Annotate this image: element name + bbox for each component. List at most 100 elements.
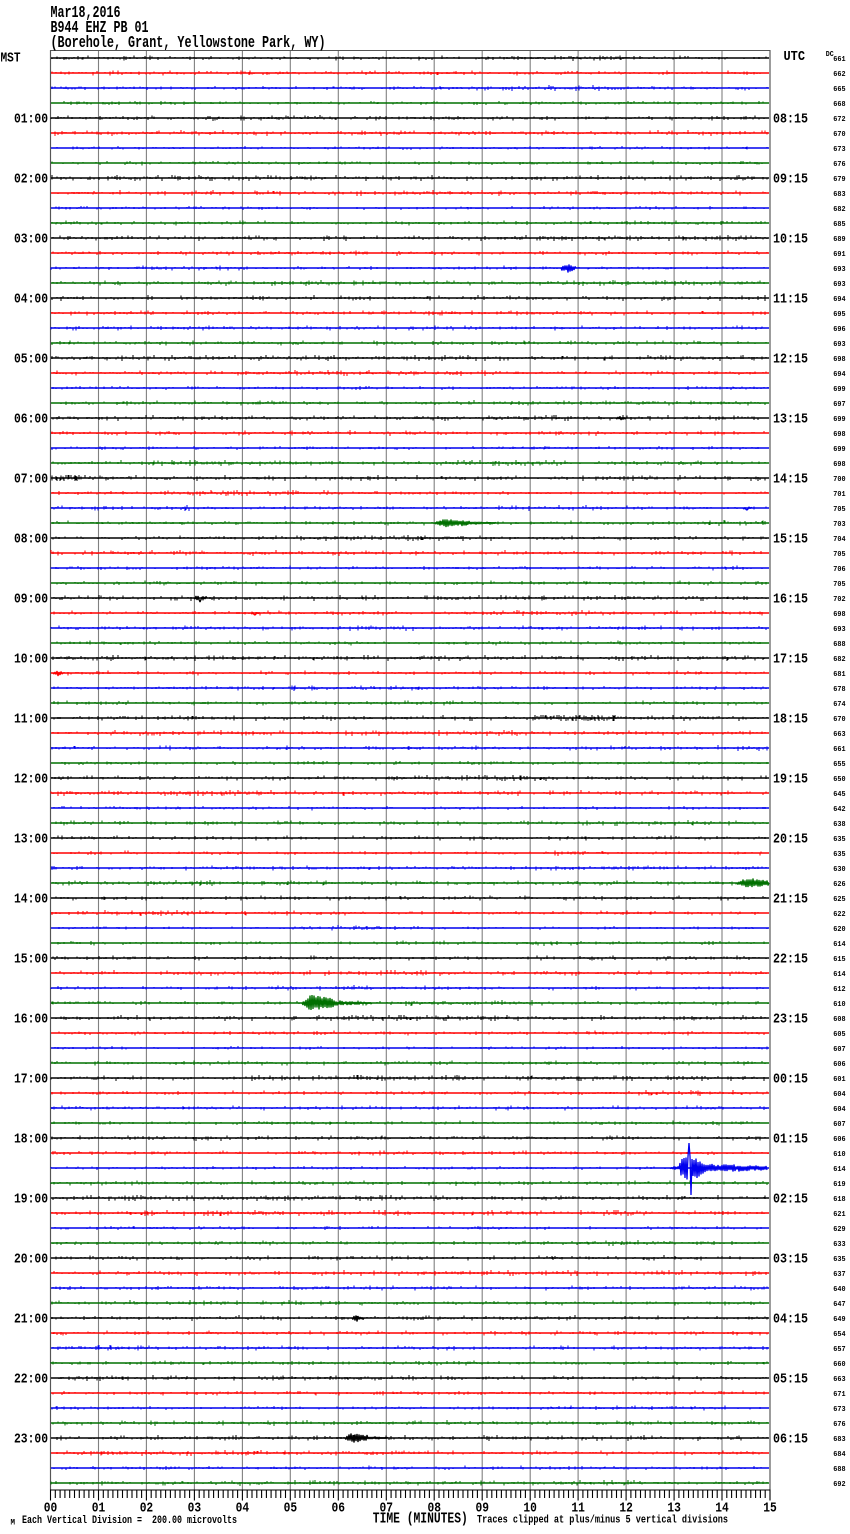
svg-text:606: 606 xyxy=(833,1061,845,1069)
svg-text:614: 614 xyxy=(833,971,846,979)
svg-text:610: 610 xyxy=(833,1001,845,1009)
svg-text:608: 608 xyxy=(833,1016,845,1024)
svg-text:661: 661 xyxy=(833,746,846,754)
svg-text:06:00: 06:00 xyxy=(14,412,48,427)
svg-text:662: 662 xyxy=(833,71,845,79)
svg-text:698: 698 xyxy=(833,356,845,364)
svg-text:705: 705 xyxy=(833,506,845,514)
svg-text:DC: DC xyxy=(826,51,835,59)
svg-text:07:00: 07:00 xyxy=(14,472,48,487)
svg-text:638: 638 xyxy=(833,821,845,829)
svg-text:18:15: 18:15 xyxy=(773,712,808,727)
svg-text:02:15: 02:15 xyxy=(773,1192,808,1207)
svg-text:16:15: 16:15 xyxy=(773,592,808,607)
svg-text:B944 EHZ PB 01: B944 EHZ PB 01 xyxy=(51,19,149,38)
svg-text:661: 661 xyxy=(833,56,846,64)
svg-text:698: 698 xyxy=(833,431,845,439)
svg-text:649: 649 xyxy=(833,1316,845,1324)
svg-text:05:15: 05:15 xyxy=(773,1372,808,1387)
svg-text:697: 697 xyxy=(833,401,845,409)
svg-text:635: 635 xyxy=(833,836,845,844)
svg-text:688: 688 xyxy=(833,641,845,649)
svg-text:605: 605 xyxy=(833,1031,845,1039)
svg-text:684: 684 xyxy=(833,1451,846,1459)
svg-text:15: 15 xyxy=(763,1500,777,1515)
svg-text:20:15: 20:15 xyxy=(773,832,808,847)
svg-text:00: 00 xyxy=(44,1500,58,1515)
svg-text:665: 665 xyxy=(833,86,845,94)
svg-text:10:15: 10:15 xyxy=(773,232,808,247)
svg-text:681: 681 xyxy=(833,671,846,679)
svg-text:705: 705 xyxy=(833,551,845,559)
svg-text:657: 657 xyxy=(833,1346,845,1354)
svg-text:07: 07 xyxy=(380,1500,394,1515)
svg-text:694: 694 xyxy=(833,371,846,379)
svg-text:MST: MST xyxy=(1,51,21,66)
svg-text:04:15: 04:15 xyxy=(773,1312,808,1327)
svg-text:647: 647 xyxy=(833,1301,845,1309)
svg-text:04: 04 xyxy=(236,1500,250,1515)
svg-text:601: 601 xyxy=(833,1076,846,1084)
svg-text:19:00: 19:00 xyxy=(14,1192,48,1207)
svg-text:689: 689 xyxy=(833,236,845,244)
svg-text:604: 604 xyxy=(833,1106,846,1114)
svg-text:683: 683 xyxy=(833,191,845,199)
svg-text:705: 705 xyxy=(833,581,845,589)
svg-text:674: 674 xyxy=(833,701,846,709)
svg-text:626: 626 xyxy=(833,881,845,889)
svg-text:Traces clipped at plus/minus 5: Traces clipped at plus/minus 5 vertical … xyxy=(477,1514,728,1527)
svg-text:663: 663 xyxy=(833,731,845,739)
svg-text:08:15: 08:15 xyxy=(773,112,808,127)
svg-text:22:15: 22:15 xyxy=(773,952,808,967)
svg-text:10: 10 xyxy=(523,1500,537,1515)
svg-text:676: 676 xyxy=(833,1421,845,1429)
svg-text:702: 702 xyxy=(833,596,845,604)
svg-text:654: 654 xyxy=(833,1331,846,1339)
svg-text:676: 676 xyxy=(833,161,845,169)
svg-text:11:00: 11:00 xyxy=(14,712,48,727)
svg-text:11:15: 11:15 xyxy=(773,292,808,307)
svg-text:14:15: 14:15 xyxy=(773,472,808,487)
svg-text:16:00: 16:00 xyxy=(14,1012,48,1027)
svg-text:21:00: 21:00 xyxy=(14,1312,48,1327)
svg-text:699: 699 xyxy=(833,386,845,394)
svg-text:699: 699 xyxy=(833,446,845,454)
svg-text:637: 637 xyxy=(833,1271,845,1279)
svg-text:01:00: 01:00 xyxy=(14,112,48,127)
svg-text:08:00: 08:00 xyxy=(14,532,48,547)
svg-text:693: 693 xyxy=(833,341,845,349)
svg-text:706: 706 xyxy=(833,566,845,574)
svg-text:20:00: 20:00 xyxy=(14,1252,48,1267)
svg-text:691: 691 xyxy=(833,251,846,259)
svg-text:21:15: 21:15 xyxy=(773,892,808,907)
svg-text:701: 701 xyxy=(833,491,846,499)
svg-text:683: 683 xyxy=(833,1436,845,1444)
svg-text:703: 703 xyxy=(833,521,845,529)
svg-text:660: 660 xyxy=(833,1361,845,1369)
svg-text:645: 645 xyxy=(833,791,845,799)
svg-text:19:15: 19:15 xyxy=(773,772,808,787)
svg-text:05:00: 05:00 xyxy=(14,352,48,367)
svg-text:698: 698 xyxy=(833,611,845,619)
svg-text:17:00: 17:00 xyxy=(14,1072,48,1087)
svg-text:620: 620 xyxy=(833,926,845,934)
svg-text:614: 614 xyxy=(833,941,846,949)
svg-text:13: 13 xyxy=(667,1500,681,1515)
svg-text:671: 671 xyxy=(833,1391,846,1399)
svg-text:08: 08 xyxy=(427,1500,441,1515)
svg-text:663: 663 xyxy=(833,1376,845,1384)
svg-text:688: 688 xyxy=(833,1466,845,1474)
svg-text:612: 612 xyxy=(833,986,845,994)
svg-text:670: 670 xyxy=(833,131,845,139)
svg-text:12:00: 12:00 xyxy=(14,772,48,787)
svg-text:(Borehole, Grant, Yellowstone: (Borehole, Grant, Yellowstone Park, WY) xyxy=(51,34,326,53)
svg-text:12:15: 12:15 xyxy=(773,352,808,367)
svg-text:15:15: 15:15 xyxy=(773,532,808,547)
svg-text:693: 693 xyxy=(833,266,845,274)
svg-text:13:00: 13:00 xyxy=(14,832,48,847)
svg-text:06: 06 xyxy=(332,1500,346,1515)
svg-text:615: 615 xyxy=(833,956,845,964)
svg-text:633: 633 xyxy=(833,1241,845,1249)
svg-text:655: 655 xyxy=(833,761,845,769)
svg-text:22:00: 22:00 xyxy=(14,1372,48,1387)
